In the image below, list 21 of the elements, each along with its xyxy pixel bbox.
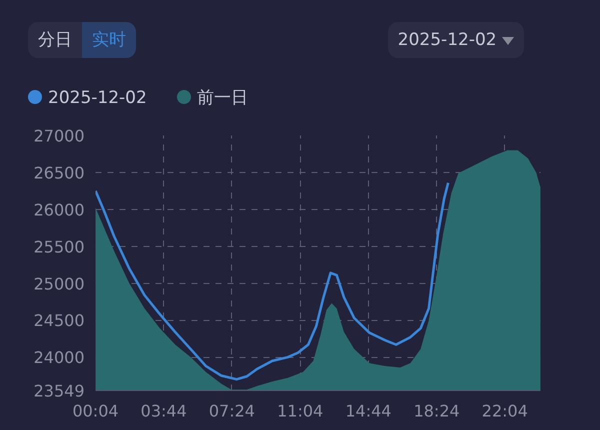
text: 2025-12-02 bbox=[388, 22, 524, 58]
legend-label: 2025-12-02 bbox=[47, 87, 147, 110]
y-tick-label: 27000 bbox=[34, 126, 85, 146]
x-tick-label: 03:44 bbox=[140, 402, 187, 420]
y-tick-label: 25500 bbox=[34, 237, 85, 256]
y-tick-label: 25000 bbox=[34, 274, 85, 294]
x-tick-label: 11:04 bbox=[277, 402, 324, 420]
text: 实时 bbox=[82, 22, 136, 58]
y-tick-label: 24000 bbox=[34, 348, 85, 368]
x-tick-label: 07:24 bbox=[208, 402, 255, 420]
y-tick-label: 26000 bbox=[34, 200, 85, 220]
line-series bbox=[96, 182, 450, 381]
y-tick-label: 23549 bbox=[34, 382, 85, 400]
text: 分日 bbox=[37, 29, 73, 52]
x-tick-label: 22:04 bbox=[482, 402, 528, 420]
x-tick-label: 00:04 bbox=[72, 402, 119, 420]
y-tick-label: 24500 bbox=[34, 311, 85, 330]
y-tick-label: 26500 bbox=[34, 163, 85, 182]
x-tick-label: 18:24 bbox=[414, 402, 460, 420]
x-tick-label: 14:44 bbox=[345, 402, 392, 420]
legend-label: 前一日 bbox=[196, 87, 248, 110]
